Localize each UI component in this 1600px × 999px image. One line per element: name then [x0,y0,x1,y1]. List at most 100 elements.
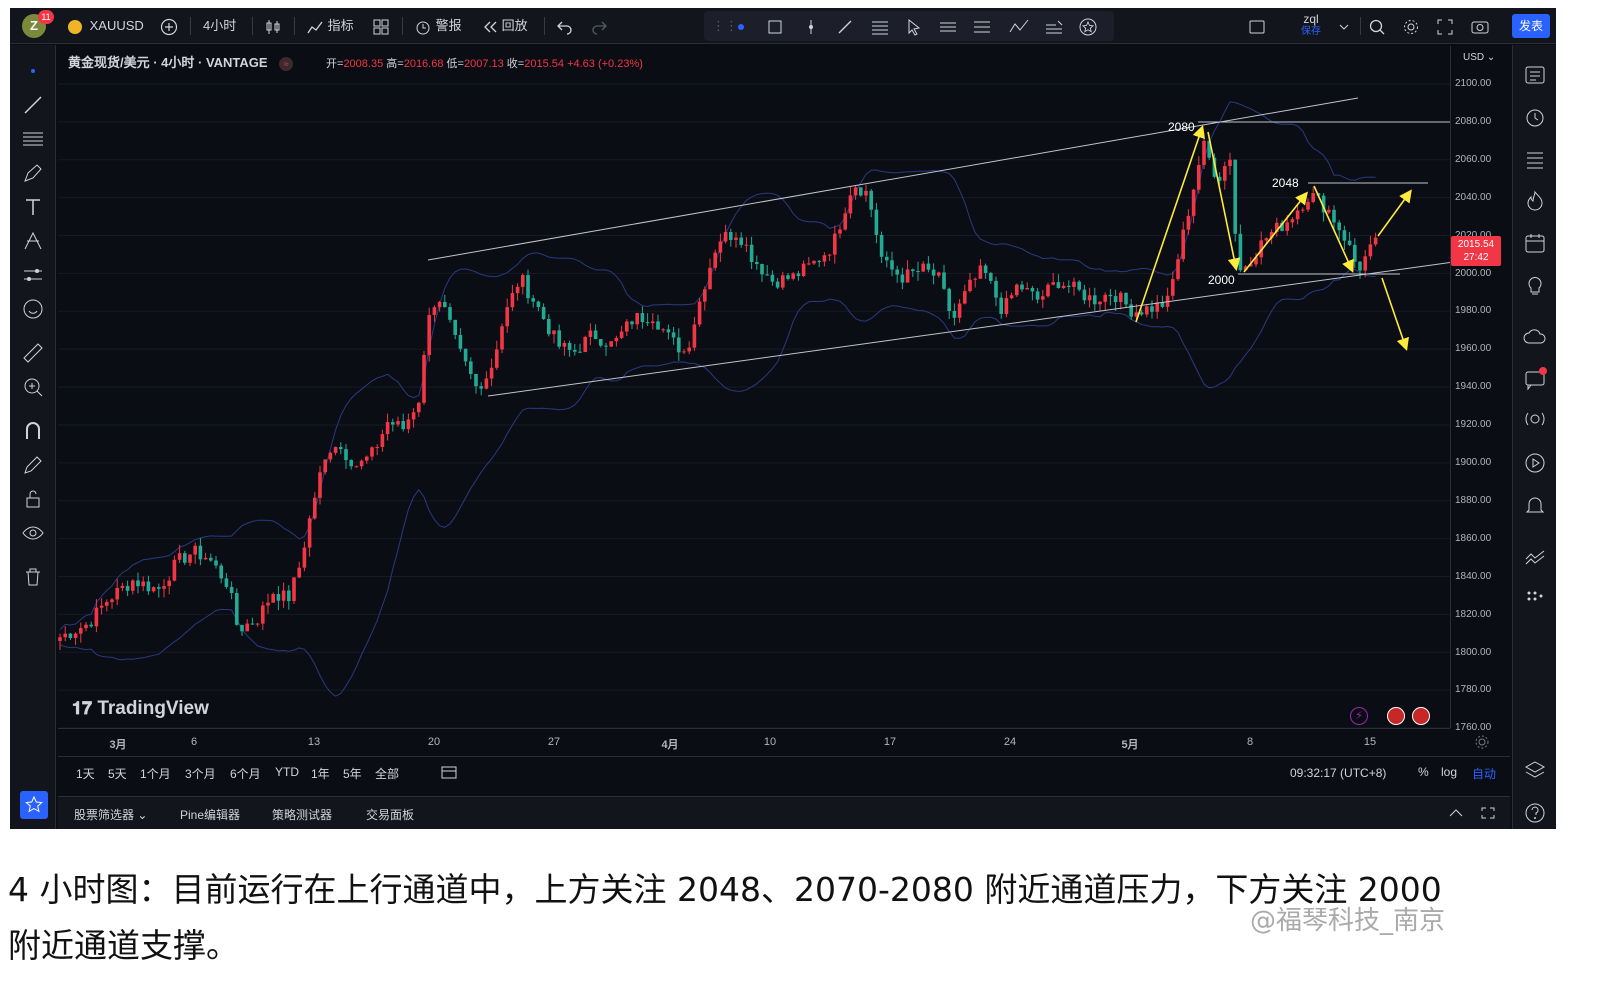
layout-name-button[interactable]: zql 保存 [1294,12,1328,38]
trend-line-tool-icon[interactable] [21,93,45,117]
streams-icon[interactable] [1523,409,1547,433]
dots-grid-icon[interactable] [1523,585,1547,609]
us-flag-icon[interactable] [1387,707,1405,725]
pattern-tool-icon[interactable] [21,229,45,253]
text-tool-icon[interactable] [21,195,45,219]
fullscreen-icon[interactable] [1436,14,1454,38]
indicators-button[interactable]: 指标 [306,14,354,38]
candle-body [1358,261,1362,271]
candle-body [1009,295,1014,299]
price-chart[interactable]: 2080 2048 2000 [58,46,1450,728]
range-button[interactable]: 6个月 [230,767,261,781]
projection-icon[interactable] [938,14,958,38]
tab-pine-editor[interactable]: Pine编辑器 [180,808,241,822]
zoom-in-icon[interactable] [21,375,45,399]
ideas-bulb-icon[interactable] [1523,273,1547,297]
notification-bell-icon[interactable] [1523,493,1547,517]
tab-trading-panel[interactable]: 交易面板 [366,808,415,822]
forecast-tool-icon[interactable] [21,263,45,287]
candle-body [203,557,208,560]
range-button[interactable]: 5年 [343,767,362,781]
channel-icon[interactable] [972,14,992,38]
publish-button[interactable]: 发表 [1512,14,1550,38]
camera-icon[interactable] [1470,14,1490,38]
watchlist-icon[interactable] [1523,63,1547,87]
candle-body [323,459,327,473]
chart-type-button[interactable] [264,14,282,38]
chat-cloud-icon[interactable] [1523,325,1547,349]
range-button[interactable]: 全部 [375,767,400,781]
gear-icon[interactable] [1402,14,1420,38]
candle-body [198,545,203,560]
candle-body [536,301,541,307]
chevron-down-icon[interactable] [1338,14,1350,38]
brush-tool-icon[interactable] [21,161,45,185]
crosshair-dot-icon[interactable] [21,59,45,83]
lock-icon[interactable] [21,487,45,511]
percent-scale-button[interactable]: % [1418,765,1429,779]
range-button[interactable]: 1个月 [140,767,171,781]
layout-select-button[interactable] [1248,14,1266,38]
broadcast-play-icon[interactable] [1523,451,1547,475]
calendar-icon[interactable] [1523,231,1547,255]
currency-selector[interactable]: USD ⌄ [1463,52,1496,63]
maximize-panel-icon[interactable] [1480,806,1496,823]
chevron-up-icon[interactable] [1448,806,1464,823]
symbol-search-button[interactable]: XAUUSD [68,14,144,38]
candle-body [1072,281,1076,287]
alarm-icon[interactable] [1523,105,1547,129]
ruler-icon[interactable] [21,341,45,365]
compare-symbol-button[interactable] [160,14,178,38]
drag-handle-icon[interactable]: ⋮⋮ [712,18,738,33]
candle-body [515,286,520,294]
watchlist-star-button[interactable] [20,791,48,819]
range-button[interactable]: YTD [275,765,299,779]
tab-stock-screener[interactable]: 股票筛选器 ⌄ [74,806,147,823]
candle-body [427,314,431,355]
eye-icon[interactable] [21,521,45,545]
color-dot-button[interactable] [738,14,744,38]
layers-icon[interactable] [1523,759,1547,783]
search-icon[interactable] [1368,14,1386,38]
candle-body [1171,279,1175,296]
emoji-tool-icon[interactable] [21,297,45,321]
undo-button[interactable] [556,14,574,38]
auto-scale-button[interactable]: 自动 [1472,767,1497,781]
range-button[interactable]: 1天 [76,767,95,781]
range-button[interactable]: 3个月 [185,767,216,781]
log-scale-button[interactable]: log [1441,765,1458,779]
templates-button[interactable] [372,14,390,38]
path-icon[interactable] [1008,14,1030,38]
trend-line-icon[interactable] [836,14,854,38]
help-icon[interactable] [1523,801,1547,825]
pencil-lock-icon[interactable] [21,453,45,477]
tab-strategy-tester[interactable]: 策略测试器 [272,808,333,822]
range-button[interactable]: 5天 [108,767,127,781]
price-axis[interactable]: USD ⌄ 2100.00 2080.00 2060.00 2040.00 2020.0… [1450,46,1510,733]
cursor-icon[interactable] [906,14,922,38]
hotlist-fire-icon[interactable] [1523,189,1547,213]
fib-tool-icon[interactable] [21,127,45,151]
candle-body [671,332,676,338]
us-flag-icon[interactable] [1412,707,1430,725]
rectangle-tool-icon[interactable] [766,14,784,38]
goto-date-icon[interactable] [440,764,458,785]
alert-button[interactable]: 警报 [414,14,462,38]
replay-button[interactable]: 回放 [482,14,528,38]
axis-settings-gear-icon[interactable] [1474,734,1490,755]
star-icon[interactable] [1078,14,1098,38]
time-axis[interactable]: 3月 6 13 20 27 4月 10 17 24 5月 8 15 [58,728,1450,754]
redo-button[interactable] [590,14,608,38]
clock[interactable]: 09:32:17 (UTC+8) [1290,766,1387,780]
interval-button[interactable]: 4小时 [203,18,237,33]
chevrons-icon[interactable] [1523,545,1547,569]
fib-icon[interactable] [870,14,890,38]
vertical-line-icon[interactable] [802,14,820,38]
range-button[interactable]: 1年 [311,767,330,781]
pitchfork-icon[interactable] [1044,14,1064,38]
magnet-icon[interactable] [21,419,45,443]
messages-icon[interactable] [1523,367,1547,391]
data-window-icon[interactable] [1523,147,1547,171]
trash-icon[interactable] [21,565,45,589]
lightning-icon[interactable]: ⚡ [1350,707,1368,725]
